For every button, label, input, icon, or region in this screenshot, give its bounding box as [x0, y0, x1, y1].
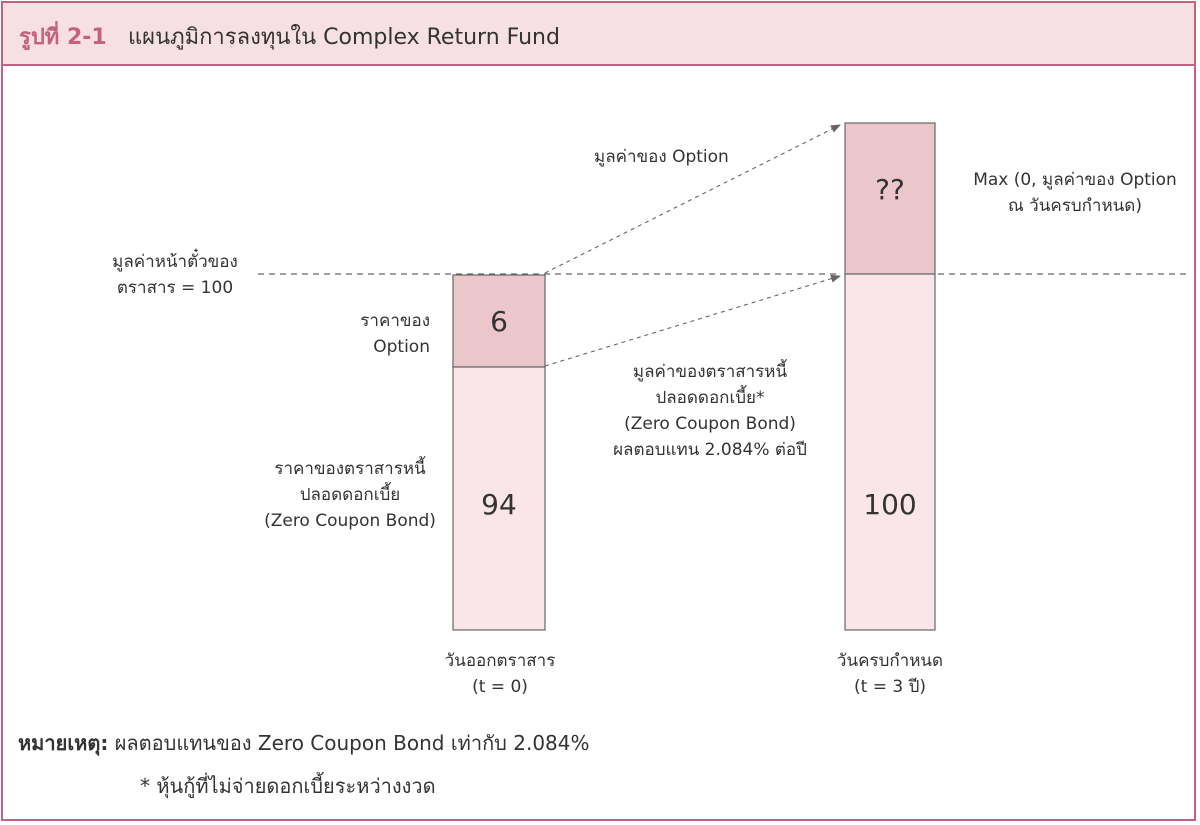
maturity-bond-segment [844, 273, 936, 631]
option-value-arrow-label: มูลค่าของ Option [594, 147, 729, 167]
figure-title: แผนภูมิการลงทุนใน Complex Return Fund [128, 25, 560, 50]
maturity-date-caption: วันครบกำหนด (t = 3 ปี) [836, 651, 944, 697]
bond-value-arrow [544, 274, 841, 367]
issue-option-value: 6 [490, 305, 508, 338]
option-price-label: ราคาของ Option [360, 311, 430, 357]
issue-date-caption: วันออกตราสาร (t = 0) [444, 651, 556, 697]
figure-label: รูปที่ 2-1 [19, 25, 107, 50]
issue-option-segment [452, 274, 546, 368]
zcb-price-label: ราคาของตราสารหนี้ ปลอดดอกเบี้ย (Zero Cou… [264, 459, 436, 531]
maturity-payoff-label: Max (0, มูลค่าของ Option ณ วันครบกำหนด) [973, 170, 1177, 216]
option-value-arrow [544, 124, 841, 274]
note-text: ผลตอบแทนของ Zero Coupon Bond เท่ากับ 2.0… [114, 731, 590, 755]
zcb-value-arrow-label: มูลค่าของตราสารหนี้ ปลอดดอกเบี้ย* (Zero … [613, 362, 807, 460]
note: หมายเหตุ: ผลตอบแทนของ Zero Coupon Bond เ… [18, 727, 590, 759]
maturity-bond-value: 100 [863, 488, 917, 521]
note-label: หมายเหตุ: [18, 731, 109, 755]
issue-bond-value: 94 [481, 488, 517, 521]
footnote: * หุ้นกู้ที่ไม่จ่ายดอกเบี้ยระหว่างงวด [140, 774, 436, 798]
issue-bond-segment [452, 366, 546, 631]
maturity-option-value: ?? [875, 173, 905, 206]
figure-header: รูปที่ 2-1 แผนภูมิการลงทุนใน Complex Ret… [3, 3, 1194, 66]
par-value-label: มูลค่าหน้าตั๋วของ ตราสาร = 100 [112, 252, 238, 298]
